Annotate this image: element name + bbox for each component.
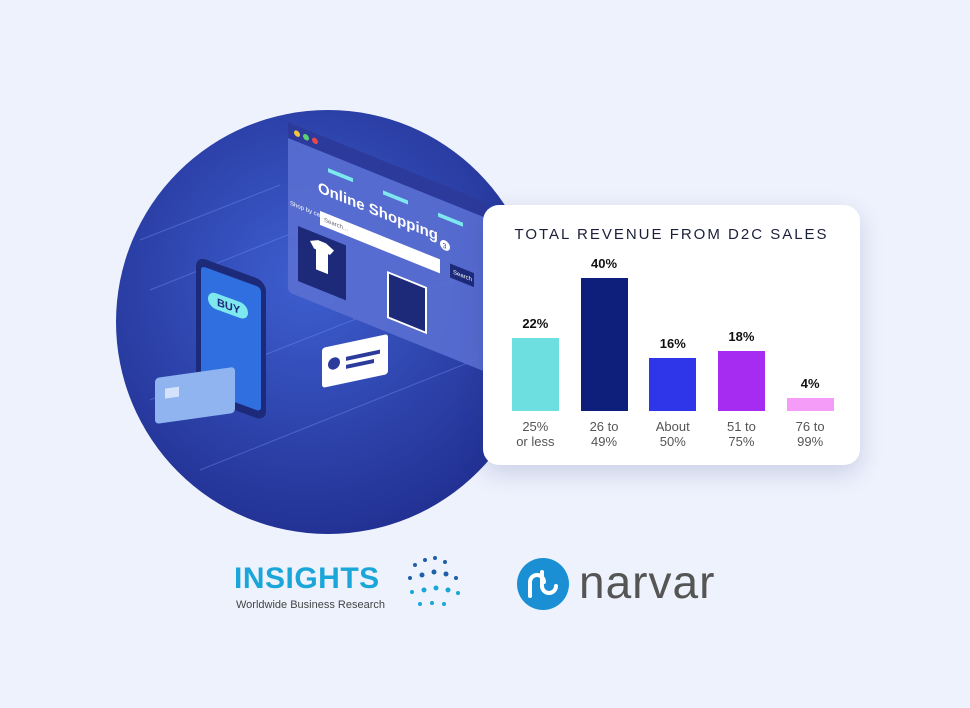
category-label: 51 to 75% xyxy=(726,419,756,449)
category-label: About 50% xyxy=(655,419,690,449)
chart-card: TOTAL REVENUE FROM D2C SALES 22% 25% or l… xyxy=(483,205,860,465)
bar xyxy=(717,351,765,411)
bar xyxy=(580,277,628,411)
category-label: 26 to 49% xyxy=(589,419,619,449)
insights-tagline: Worldwide Business Research xyxy=(236,599,385,611)
credit-card xyxy=(155,367,235,424)
chart-title: TOTAL REVENUE FROM D2C SALES xyxy=(514,226,829,243)
bar xyxy=(511,337,559,411)
category-label: 25% or less xyxy=(516,419,555,449)
bar xyxy=(649,357,697,411)
value-label: 4% xyxy=(800,375,820,391)
narvar-logo: narvar xyxy=(579,556,716,608)
value-label: 40% xyxy=(591,255,618,271)
insights-logo: INSIGHTS xyxy=(234,562,380,595)
value-label: 16% xyxy=(659,335,686,351)
phone: BUY xyxy=(196,258,266,419)
cart-count: 3 xyxy=(443,241,447,251)
value-label: 18% xyxy=(728,329,755,345)
browser-window: Online Shopping Shop by category Search.… xyxy=(288,121,488,372)
category-label: 76 to 99% xyxy=(795,419,825,449)
value-label: 22% xyxy=(522,315,549,331)
review-card xyxy=(322,334,388,388)
bar xyxy=(786,397,834,411)
